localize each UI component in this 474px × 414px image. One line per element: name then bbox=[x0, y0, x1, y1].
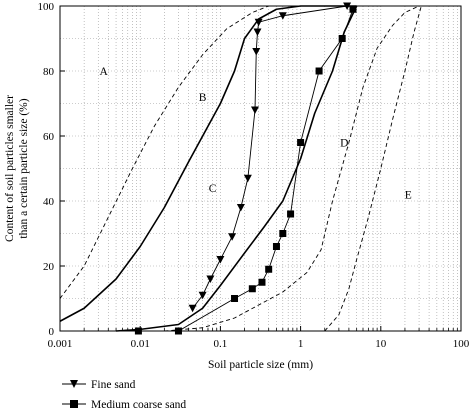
y-tick-label: 40 bbox=[43, 196, 55, 208]
series-line-fine-sand bbox=[192, 5, 348, 309]
point-fine-sand bbox=[253, 28, 262, 36]
y-tick-label: 20 bbox=[43, 261, 55, 273]
legend-item-medium-coarse-sand: Medium coarse sand bbox=[62, 399, 186, 411]
y-axis-title-line-2: than a certain particle size (%) bbox=[18, 98, 30, 238]
point-medium-coarse-sand bbox=[265, 265, 273, 273]
region-label-b: B bbox=[199, 92, 207, 104]
grading-boundaries bbox=[59, 5, 422, 332]
point-medium-coarse-sand bbox=[258, 278, 266, 286]
point-medium-coarse-sand bbox=[338, 35, 346, 42]
y-tick-label: 100 bbox=[38, 1, 55, 13]
point-fine-sand bbox=[206, 275, 215, 283]
legend-label-medium-coarse-sand: Medium coarse sand bbox=[91, 399, 186, 411]
point-fine-sand bbox=[216, 256, 225, 264]
x-axis-title: Soil particle size (mm) bbox=[208, 359, 313, 371]
legend-item-fine-sand: Fine sand bbox=[62, 379, 136, 391]
point-fine-sand bbox=[228, 233, 237, 241]
region-label-c: C bbox=[209, 183, 217, 195]
y-tick-label: 60 bbox=[43, 131, 55, 143]
point-medium-coarse-sand bbox=[349, 5, 357, 13]
boundary-curve-5 bbox=[324, 5, 422, 332]
point-medium-coarse-sand bbox=[279, 230, 287, 237]
point-medium-coarse-sand bbox=[272, 243, 280, 250]
legend-marker-square-icon bbox=[70, 400, 78, 408]
point-fine-sand bbox=[252, 48, 261, 56]
plot-frame bbox=[59, 5, 462, 332]
boundary-curve-1 bbox=[59, 5, 269, 299]
point-medium-coarse-sand bbox=[248, 285, 256, 293]
boundary-curve-2 bbox=[59, 5, 357, 322]
y-tick-label: 80 bbox=[43, 66, 55, 78]
legend: Fine sand Medium coarse sand bbox=[62, 379, 186, 411]
legend-label-fine-sand: Fine sand bbox=[91, 379, 136, 391]
point-medium-coarse-sand bbox=[297, 139, 305, 146]
x-tick-label: 100 bbox=[453, 338, 470, 350]
region-labels: A B C D E bbox=[99, 66, 411, 202]
point-fine-sand bbox=[188, 304, 197, 313]
x-tick-label: 0.1 bbox=[214, 338, 228, 350]
region-label-a: A bbox=[99, 66, 108, 78]
region-label-d: D bbox=[340, 138, 348, 150]
x-tick-label: 1 bbox=[298, 338, 304, 350]
y-axis-title-line-1: Content of soil particles smaller bbox=[4, 95, 16, 242]
boundary-curve-3 bbox=[116, 5, 358, 332]
point-fine-sand bbox=[198, 291, 207, 300]
region-label-e: E bbox=[405, 190, 412, 202]
series-line-medium-coarse-sand bbox=[138, 9, 354, 332]
point-fine-sand bbox=[278, 12, 287, 20]
legend-marker-triangle-icon bbox=[70, 380, 78, 388]
grid-lines bbox=[60, 6, 461, 331]
y-tick-label: 0 bbox=[49, 326, 55, 338]
x-tick-label: 10 bbox=[375, 338, 387, 350]
point-medium-coarse-sand bbox=[315, 67, 323, 75]
point-fine-sand bbox=[254, 18, 263, 27]
point-fine-sand bbox=[250, 106, 259, 114]
x-tick-label: 0.01 bbox=[131, 338, 150, 350]
boundary-curve-4 bbox=[164, 5, 420, 332]
axis-ticks: 0.001 0.01 0.1 1 10 100 0 20 40 60 80 100 bbox=[38, 1, 470, 350]
point-medium-coarse-sand bbox=[287, 210, 295, 218]
point-medium-coarse-sand bbox=[231, 295, 239, 302]
point-fine-sand bbox=[236, 204, 245, 212]
x-tick-label: 0.001 bbox=[48, 338, 73, 350]
point-fine-sand bbox=[243, 174, 252, 183]
